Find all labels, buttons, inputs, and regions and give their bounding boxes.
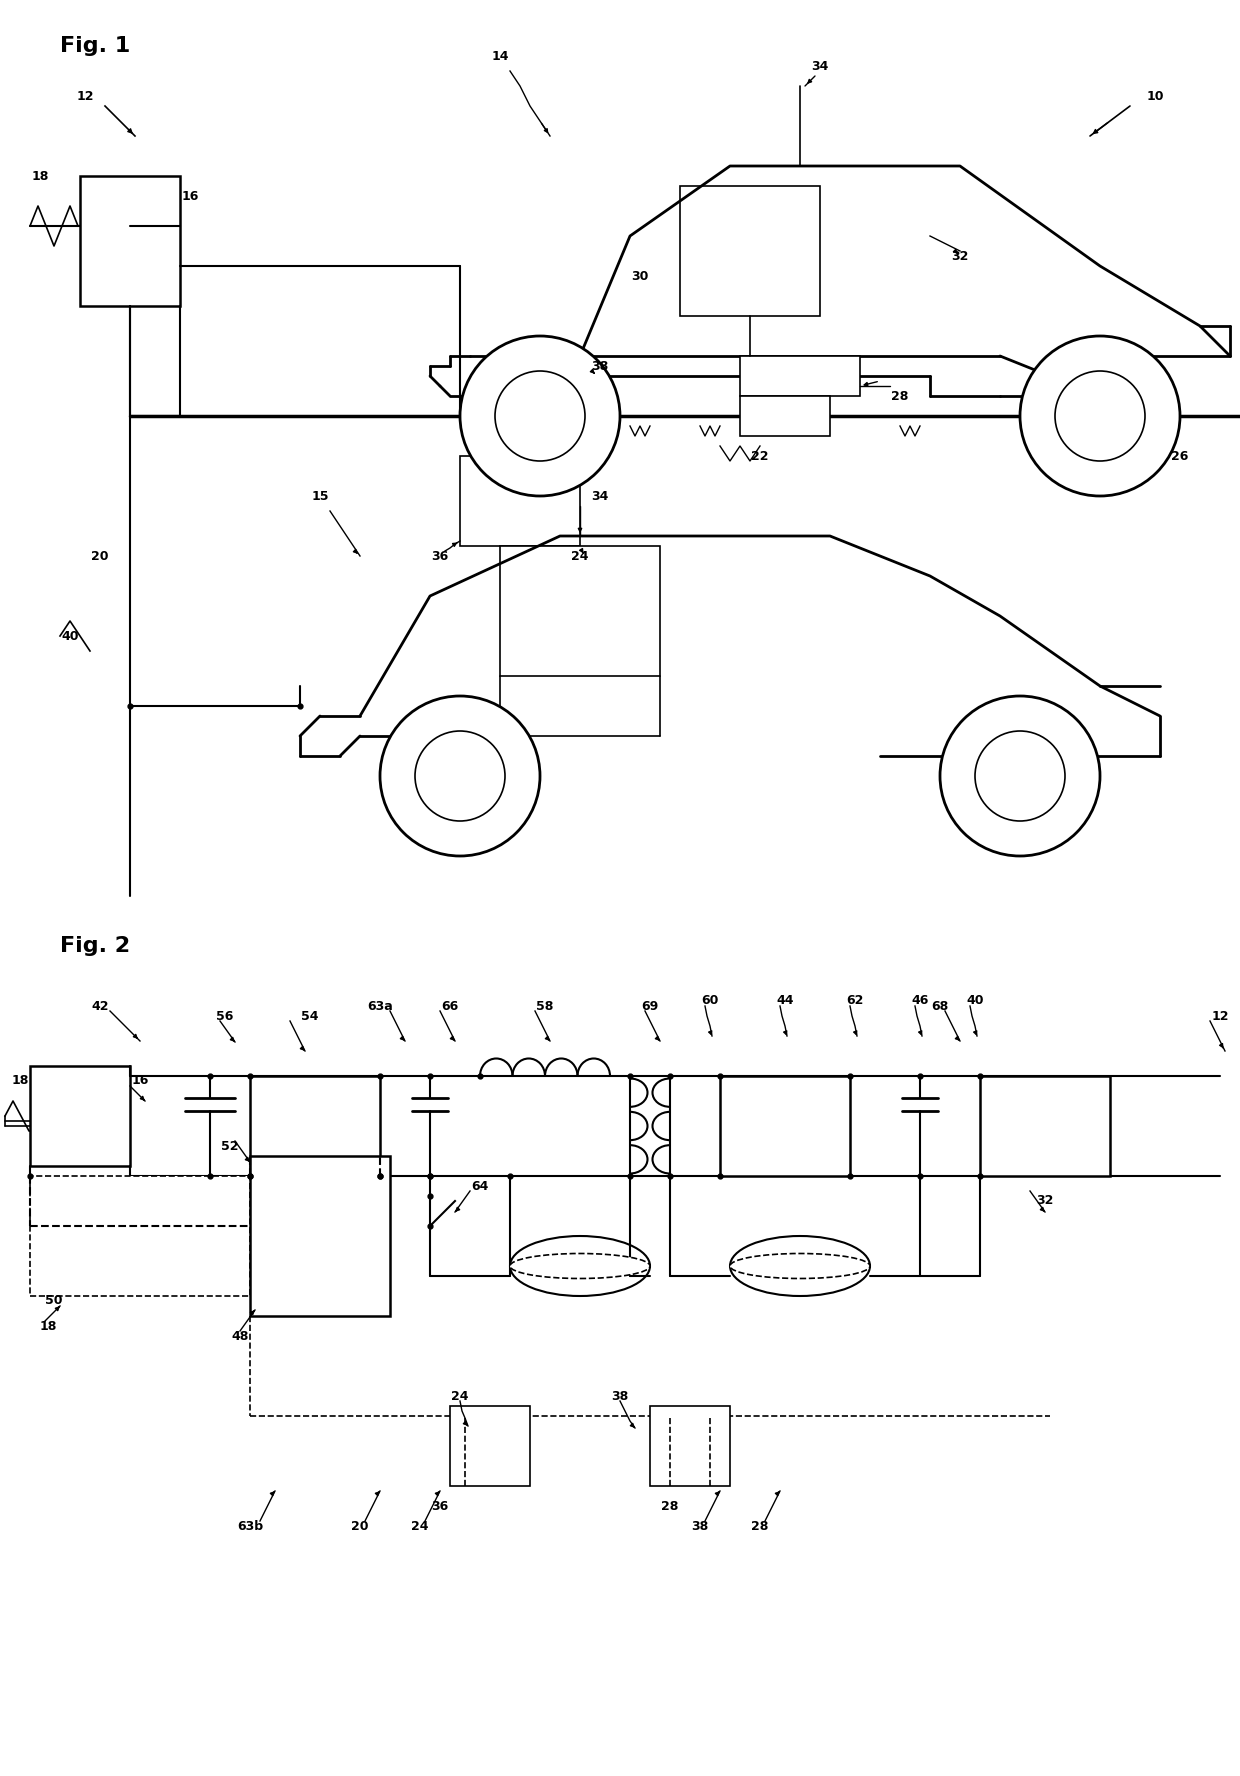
- Circle shape: [1055, 371, 1145, 462]
- Text: 26: 26: [1172, 449, 1189, 462]
- Bar: [30, 1176, 250, 1296]
- Text: 38: 38: [611, 1389, 629, 1403]
- Text: 58: 58: [537, 1000, 554, 1012]
- Text: 63a: 63a: [367, 1000, 393, 1012]
- Text: 69: 69: [641, 1000, 658, 1012]
- Text: 64: 64: [471, 1179, 489, 1192]
- Text: 63b: 63b: [237, 1520, 263, 1533]
- Bar: [720, 1076, 849, 1176]
- Text: 28: 28: [751, 1520, 769, 1533]
- Bar: [650, 1407, 730, 1487]
- Text: 40: 40: [61, 629, 79, 643]
- Text: 54: 54: [301, 1009, 319, 1023]
- Bar: [680, 186, 820, 316]
- Text: 20: 20: [92, 549, 109, 563]
- Text: 52: 52: [221, 1140, 239, 1153]
- Text: 62: 62: [847, 995, 864, 1007]
- Bar: [740, 355, 861, 396]
- Bar: [460, 456, 580, 545]
- Text: 30: 30: [631, 270, 649, 282]
- Text: 32: 32: [951, 249, 968, 263]
- Text: 48: 48: [232, 1330, 249, 1343]
- Text: 24: 24: [451, 1389, 469, 1403]
- Text: 18: 18: [31, 169, 48, 183]
- Text: 60: 60: [702, 995, 719, 1007]
- Bar: [30, 1066, 130, 1167]
- Text: 50: 50: [45, 1295, 62, 1307]
- Text: 34: 34: [591, 490, 609, 503]
- Text: 28: 28: [892, 389, 909, 403]
- Text: 56: 56: [216, 1009, 233, 1023]
- Text: 16: 16: [181, 190, 198, 202]
- Text: 22: 22: [751, 449, 769, 462]
- Bar: [450, 1407, 529, 1487]
- Text: 20: 20: [351, 1520, 368, 1533]
- Text: 46: 46: [911, 995, 929, 1007]
- Text: 40: 40: [966, 995, 983, 1007]
- Text: 42: 42: [92, 1000, 109, 1012]
- Text: 16: 16: [131, 1074, 149, 1087]
- Circle shape: [975, 732, 1065, 821]
- Bar: [250, 1076, 379, 1176]
- Text: 24: 24: [572, 549, 589, 563]
- Text: 12: 12: [76, 89, 94, 103]
- Bar: [81, 176, 180, 305]
- Bar: [250, 1156, 391, 1316]
- Text: 66: 66: [441, 1000, 459, 1012]
- Text: 15: 15: [311, 490, 329, 503]
- Text: 34: 34: [811, 60, 828, 73]
- Ellipse shape: [510, 1254, 650, 1279]
- Circle shape: [460, 336, 620, 496]
- Ellipse shape: [730, 1254, 870, 1279]
- Circle shape: [415, 732, 505, 821]
- Text: 36: 36: [432, 549, 449, 563]
- Text: 18: 18: [11, 1074, 29, 1087]
- Text: 38: 38: [591, 359, 609, 373]
- Bar: [500, 545, 660, 677]
- Text: 18: 18: [40, 1320, 57, 1332]
- Circle shape: [379, 696, 539, 856]
- Circle shape: [495, 371, 585, 462]
- Text: 28: 28: [661, 1499, 678, 1513]
- Text: 12: 12: [1211, 1009, 1229, 1023]
- Bar: [740, 396, 830, 435]
- Text: 32: 32: [1037, 1195, 1054, 1208]
- Text: 10: 10: [1146, 89, 1164, 103]
- Text: 38: 38: [692, 1520, 708, 1533]
- Bar: [980, 1076, 1110, 1176]
- Bar: [480, 416, 551, 456]
- Circle shape: [940, 696, 1100, 856]
- Text: Fig. 2: Fig. 2: [60, 936, 130, 955]
- Text: 24: 24: [412, 1520, 429, 1533]
- Text: 36: 36: [432, 1499, 449, 1513]
- Circle shape: [1021, 336, 1180, 496]
- Text: Fig. 1: Fig. 1: [60, 36, 130, 57]
- Text: 44: 44: [776, 995, 794, 1007]
- Text: 14: 14: [491, 50, 508, 62]
- Text: 68: 68: [931, 1000, 949, 1012]
